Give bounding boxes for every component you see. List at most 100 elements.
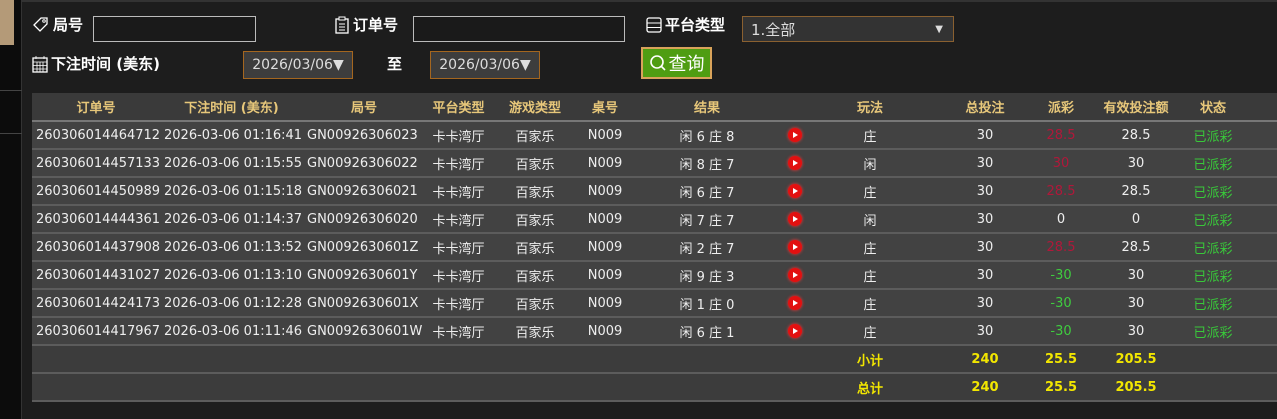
play-replay-icon[interactable] xyxy=(788,324,802,338)
total-cell: 25.5 xyxy=(1038,373,1084,402)
sidebar-tab xyxy=(0,0,14,45)
subtotal-cell xyxy=(782,345,808,374)
cell-round: GN00926306022 xyxy=(303,149,425,178)
cell-status: 已派彩 xyxy=(1188,121,1238,150)
cell-result: 闲 1 庄 0 xyxy=(632,289,782,318)
cell-icon xyxy=(782,149,808,178)
play-replay-icon[interactable] xyxy=(788,212,802,226)
table-row[interactable]: 260306014431027 2026-03-06 01:13:10 GN0092… xyxy=(32,261,1277,290)
cell-game: 百家乐 xyxy=(492,121,578,150)
play-replay-icon[interactable] xyxy=(788,128,802,142)
cell-payout: -30 xyxy=(1038,289,1084,318)
column-header: 游 xyxy=(1238,93,1277,122)
cell-icon xyxy=(782,121,808,150)
cell-platform: 卡卡湾厅 xyxy=(425,289,492,318)
cell-time: 2026-03-06 01:16:41 xyxy=(160,121,303,150)
cell-valid: 30 xyxy=(1084,317,1188,346)
column-header: 游戏类型 xyxy=(492,93,578,122)
cell-bet: 30 xyxy=(932,205,1038,234)
cell-icon xyxy=(782,289,808,318)
cell-platform: 卡卡湾厅 xyxy=(425,317,492,346)
cell-extra xyxy=(1238,289,1277,318)
table-row[interactable]: 260306014444361 2026-03-06 01:14:37 GN0092… xyxy=(32,205,1277,234)
cell-order: 260306014417967 xyxy=(32,317,160,346)
play-replay-icon[interactable] xyxy=(788,184,802,198)
cell-status: 已派彩 xyxy=(1188,289,1238,318)
cell-valid: 28.5 xyxy=(1084,177,1188,206)
total-cell xyxy=(160,373,303,402)
play-replay-icon[interactable] xyxy=(788,156,802,170)
cell-valid: 30 xyxy=(1084,289,1188,318)
total-row: 总计 240 25.5 205.5 xyxy=(32,373,1277,402)
cell-extra xyxy=(1238,233,1277,262)
subtotal-cell xyxy=(303,345,425,374)
divider xyxy=(0,133,22,134)
subtotal-cell xyxy=(32,345,160,374)
cell-platform: 卡卡湾厅 xyxy=(425,149,492,178)
date-from-picker[interactable]: 2026/03/06▼ xyxy=(243,51,353,79)
tag-icon xyxy=(33,16,48,32)
play-replay-icon[interactable] xyxy=(788,296,802,310)
play-replay-icon[interactable] xyxy=(788,240,802,254)
query-button[interactable]: 查询 xyxy=(641,47,712,79)
subtotal-cell: 240 xyxy=(932,345,1038,374)
cell-bet: 30 xyxy=(932,317,1038,346)
platform-select[interactable]: 1.全部 ▼ xyxy=(742,16,954,42)
cell-extra xyxy=(1238,317,1277,346)
cell-round: GN0092630601Z xyxy=(303,233,425,262)
cell-round: GN0092630601X xyxy=(303,289,425,318)
cell-round: GN00926306023 xyxy=(303,121,425,150)
cell-table: N009 xyxy=(578,121,632,150)
table-row[interactable]: 260306014417967 2026-03-06 01:11:46 GN0092… xyxy=(32,317,1277,346)
date-to-picker[interactable]: 2026/03/06▼ xyxy=(430,51,540,79)
cell-game: 百家乐 xyxy=(492,261,578,290)
total-cell: 240 xyxy=(932,373,1038,402)
total-cell xyxy=(32,373,160,402)
round-input[interactable] xyxy=(93,16,256,42)
play-replay-icon[interactable] xyxy=(788,268,802,282)
query-button-label: 查询 xyxy=(668,54,705,75)
cell-table: N009 xyxy=(578,149,632,178)
cell-extra xyxy=(1238,121,1277,150)
cell-time: 2026-03-06 01:15:18 xyxy=(160,177,303,206)
subtotal-cell: 25.5 xyxy=(1038,345,1084,374)
subtotal-cell xyxy=(1188,345,1238,374)
time-label-text: 下注时间 (美东) xyxy=(51,55,160,73)
cell-status: 已派彩 xyxy=(1188,261,1238,290)
order-input[interactable] xyxy=(413,16,625,42)
column-header: 状态 xyxy=(1188,93,1238,122)
cell-round: GN00926306021 xyxy=(303,177,425,206)
cell-result: 闲 6 庄 8 xyxy=(632,121,782,150)
cell-game: 百家乐 xyxy=(492,177,578,206)
cell-payout: 0 xyxy=(1038,205,1084,234)
table-row[interactable]: 260306014437908 2026-03-06 01:13:52 GN0092… xyxy=(32,233,1277,262)
table-row[interactable]: 260306014424173 2026-03-06 01:12:28 GN0092… xyxy=(32,289,1277,318)
cell-round: GN0092630601Y xyxy=(303,261,425,290)
cell-result: 闲 7 庄 7 xyxy=(632,205,782,234)
cell-play: 庄 xyxy=(808,121,932,150)
list-icon xyxy=(646,16,662,33)
total-cell xyxy=(1188,373,1238,402)
cell-play: 庄 xyxy=(808,317,932,346)
table-row[interactable]: 260306014450989 2026-03-06 01:15:18 GN0092… xyxy=(32,177,1277,206)
bet-records-table: 订单号 下注时间 (美东) 局号 平台类型 游戏类型 桌号 结果 玩法 总投注 派彩 有效投注额 状态… xyxy=(32,93,1277,402)
cell-order: 260306014450989 xyxy=(32,177,160,206)
column-header: 下注时间 (美东) xyxy=(160,93,303,122)
table-row[interactable]: 260306014464712 2026-03-06 01:16:41 GN0092… xyxy=(32,121,1277,150)
cell-time: 2026-03-06 01:15:55 xyxy=(160,149,303,178)
subtotal-cell xyxy=(578,345,632,374)
cell-platform: 卡卡湾厅 xyxy=(425,233,492,262)
cell-time: 2026-03-06 01:13:52 xyxy=(160,233,303,262)
table-header-row: 订单号 下注时间 (美东) 局号 平台类型 游戏类型 桌号 结果 玩法 总投注 派彩 有效投注额 状态… xyxy=(32,93,1277,122)
total-cell: 总计 xyxy=(808,373,932,402)
cell-valid: 28.5 xyxy=(1084,121,1188,150)
cell-icon xyxy=(782,205,808,234)
cell-bet: 30 xyxy=(932,233,1038,262)
cell-play: 庄 xyxy=(808,289,932,318)
cell-result: 闲 6 庄 7 xyxy=(632,177,782,206)
subtotal-cell xyxy=(1238,345,1277,374)
order-label-text: 订单号 xyxy=(353,16,399,34)
cell-table: N009 xyxy=(578,261,632,290)
cell-table: N009 xyxy=(578,177,632,206)
table-row[interactable]: 260306014457133 2026-03-06 01:15:55 GN0092… xyxy=(32,149,1277,178)
